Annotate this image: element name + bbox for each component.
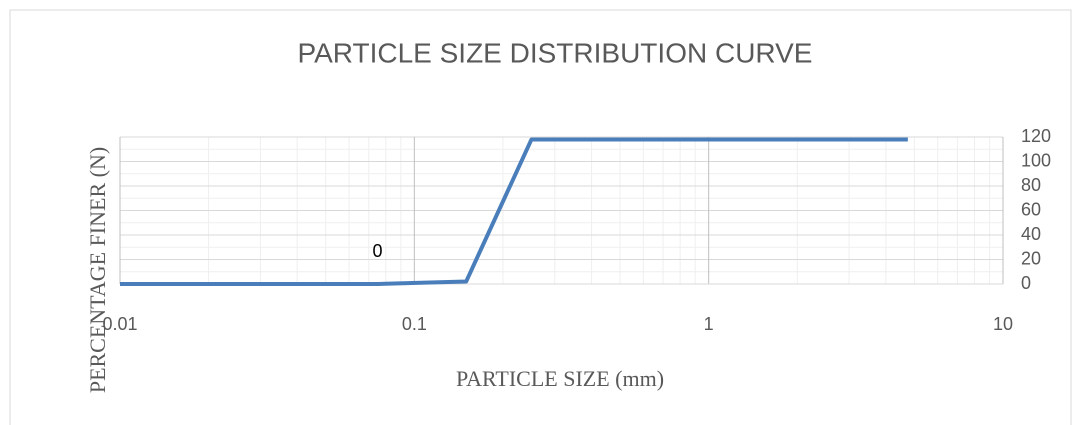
annotation: 0 <box>373 241 383 261</box>
chart-title: PARTICLE SIZE DISTRIBUTION CURVE <box>298 37 813 68</box>
y-tick-label: 40 <box>1021 224 1041 244</box>
data-line <box>120 137 908 286</box>
x-tick-label: 0.01 <box>102 314 137 334</box>
x-axis-label: PARTICLE SIZE (mm) <box>456 366 664 391</box>
y-tick-label: 20 <box>1021 248 1041 268</box>
y-tick-label: 100 <box>1021 150 1051 170</box>
y-tick-label: 80 <box>1021 175 1041 195</box>
y-tick-label: 60 <box>1021 199 1041 219</box>
x-tick-label: 0.1 <box>402 314 427 334</box>
y-tick-label: 0 <box>1021 273 1031 293</box>
y-axis-label: PERCENTAGE FINER (N) <box>85 147 110 393</box>
x-tick-label: 1 <box>704 314 714 334</box>
y-tick-label: 120 <box>1021 126 1051 146</box>
x-tick-label: 10 <box>993 314 1013 334</box>
chart-frame <box>9 9 1072 425</box>
